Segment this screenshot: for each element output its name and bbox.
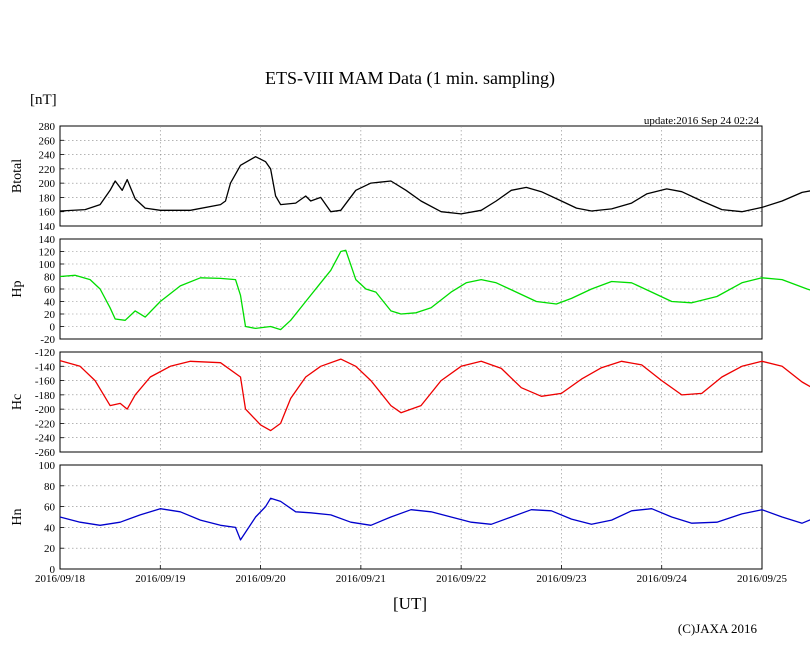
y-tick-label: -200	[35, 404, 56, 416]
chart-title: ETS-VIII MAM Data (1 min. sampling)	[265, 68, 555, 89]
y-tick-label: 80	[44, 272, 56, 284]
y-tick-label: -160	[35, 376, 56, 388]
panel-label-hc: Hc	[10, 394, 25, 410]
y-tick-label: 80	[44, 481, 56, 493]
x-tick-label: 2016/09/23	[536, 573, 587, 585]
y-tick-label: 100	[39, 460, 56, 472]
y-tick-label: 120	[39, 247, 56, 259]
y-tick-label: 280	[39, 121, 56, 133]
x-tick-label: 2016/09/25	[737, 573, 788, 585]
y-tick-label: 0	[50, 564, 56, 576]
unit-label: [nT]	[30, 92, 57, 108]
x-tick-label: 2016/09/22	[436, 573, 486, 585]
y-tick-label: 100	[39, 259, 56, 271]
update-text: update:2016 Sep 24 02:24	[644, 115, 760, 127]
y-tick-label: -220	[35, 418, 56, 430]
y-tick-label: 240	[39, 150, 56, 162]
panels: 140160180200220240260280Btotal-200204060…	[10, 121, 810, 576]
panel-frame	[59, 351, 763, 453]
panel-hn: 0 20 40 60 80 100 Hn	[10, 460, 810, 576]
y-tick-label: -20	[40, 334, 55, 346]
x-axis-label: [UT]	[393, 594, 427, 613]
panel-btotal: 140 160 180 200 220 240 260 280 Btotal	[10, 121, 810, 233]
y-tick-label: -120	[35, 347, 56, 359]
panel-label-hn: Hn	[10, 508, 25, 525]
y-tick-label: 200	[39, 178, 56, 190]
y-tick-label: 20	[44, 543, 56, 555]
panel-label-btotal: Btotal	[10, 159, 25, 193]
series-line-hp	[59, 249, 810, 331]
series-line-hn	[59, 497, 810, 541]
panel-frame	[59, 464, 763, 570]
y-tick-label: 60	[44, 502, 56, 514]
x-axis-ticks: 2016/09/18 2016/09/19 2016/09/20 2016/09/21…	[35, 565, 788, 585]
panel-hc: -260 -240 -220 -200 -180 -160 -140 -120 Hc	[10, 347, 810, 459]
y-tick-label: 140	[39, 221, 56, 233]
series-line-btotal	[59, 156, 810, 215]
y-tick-label: -260	[35, 447, 56, 459]
y-tick-label: 180	[39, 192, 56, 204]
panel-frame	[59, 125, 763, 227]
y-tick-label: 160	[39, 207, 56, 219]
y-tick-label: 40	[44, 522, 56, 534]
y-tick-label: 260	[39, 135, 56, 147]
y-tick-label: -180	[35, 390, 56, 402]
series-line-hc	[59, 358, 810, 432]
y-tick-label: 20	[44, 309, 56, 321]
x-tick-label: 2016/09/24	[637, 573, 688, 585]
y-tick-label: 0	[50, 322, 56, 334]
x-tick-label: 2016/09/18	[35, 573, 86, 585]
panel-label-hp: Hp	[10, 280, 25, 297]
x-tick-label: 2016/09/20	[236, 573, 287, 585]
y-tick-label: 40	[44, 297, 56, 309]
x-tick-label: 2016/09/19	[135, 573, 186, 585]
copyright-text: (C)JAXA 2016	[678, 621, 758, 636]
y-tick-label: 60	[44, 284, 56, 296]
x-tick-label: 2016/09/21	[336, 573, 386, 585]
y-tick-label: 220	[39, 164, 56, 176]
y-tick-label: 140	[39, 234, 56, 246]
y-tick-label: -240	[35, 433, 56, 445]
y-tick-label: -140	[35, 361, 56, 373]
